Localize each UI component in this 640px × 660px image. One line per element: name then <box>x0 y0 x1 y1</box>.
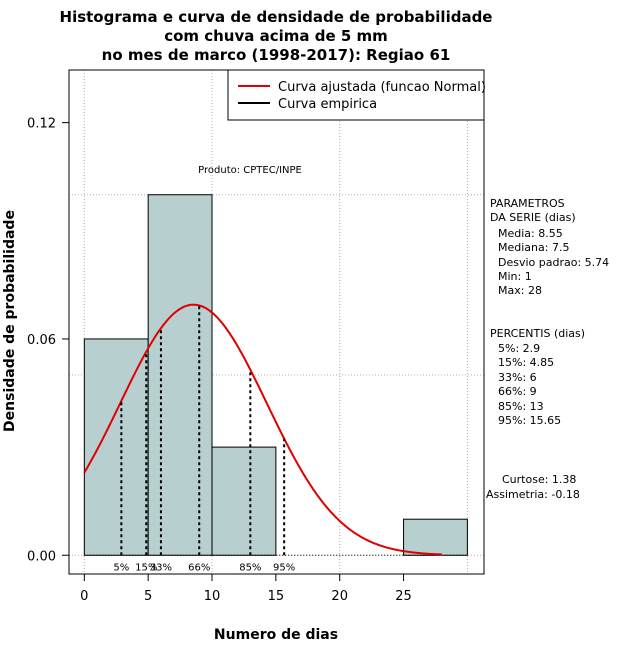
histogram-bar-5 <box>403 518 468 556</box>
x-tick-label-5: 25 <box>395 589 412 604</box>
legend-box <box>227 69 485 121</box>
histogram-bar-1 <box>147 194 213 556</box>
title-line-2: com chuva acima de 5 mm <box>164 27 388 45</box>
legend-label-empirical: Curva empirica <box>278 97 377 112</box>
legend-label-fitted: Curva ajustada (funcao Normal) <box>278 80 486 95</box>
percentile-label-1: 15% <box>135 562 157 573</box>
y-axis: 0.00 0.06 0.12 <box>27 117 70 564</box>
percentil-15: 15%: 4.85 <box>498 356 554 369</box>
histogram-bar-2 <box>211 446 277 556</box>
percentile-labels: 5% 15%33% 66% 85% 95% <box>113 562 295 573</box>
chart-title: Histograma e curva de densidade de proba… <box>60 8 493 64</box>
percentile-label-2: 33% <box>150 562 172 573</box>
title-line-1: Histograma e curva de densidade de proba… <box>60 8 493 26</box>
product-label: Produto: CPTEC/INPE <box>198 165 302 176</box>
x-tick-label-2: 10 <box>204 589 221 604</box>
legend: Curva ajustada (funcao Normal) Curva emp… <box>227 69 486 121</box>
param-desvio: Desvio padrao: 5.74 <box>498 256 609 269</box>
x-tick-label-1: 5 <box>144 589 152 604</box>
percentile-label-0: 5% <box>113 562 129 573</box>
x-tick-label-0: 0 <box>80 589 88 604</box>
title-line-3: no mes de marco (1998-2017): Regiao 61 <box>102 46 451 64</box>
assimetria: Assimetria: -0.18 <box>486 488 580 501</box>
params-title-2: DA SERIE (dias) <box>490 211 576 224</box>
x-axis: 0 5 10 15 20 25 <box>80 573 412 604</box>
x-tick-label-3: 15 <box>268 589 285 604</box>
param-mediana: Mediana: 7.5 <box>498 241 569 254</box>
y-tick-label-2: 0.12 <box>27 117 56 132</box>
y-axis-label: Densidade de probabilidade <box>2 210 18 432</box>
percentil-66: 66%: 9 <box>498 385 537 398</box>
statistics-panel: PARAMETROS DA SERIE (dias) Media: 8.55 M… <box>486 197 609 501</box>
percentile-label-4: 85% <box>239 562 261 573</box>
y-tick-label-1: 0.06 <box>27 333 56 348</box>
histogram-bar-0 <box>83 338 149 556</box>
percentile-label-3: 66% <box>188 562 210 573</box>
y-tick-label-0: 0.00 <box>27 549 56 564</box>
param-min: Min: 1 <box>498 270 532 283</box>
percentis-title: PERCENTIS (dias) <box>490 327 585 340</box>
percentil-5: 5%: 2.9 <box>498 342 540 355</box>
percentil-85: 85%: 13 <box>498 400 544 413</box>
percentil-33: 33%: 6 <box>498 371 537 384</box>
x-axis-label: Numero de dias <box>214 627 338 643</box>
param-max: Max: 28 <box>498 284 542 297</box>
param-media: Media: 8.55 <box>498 227 563 240</box>
normal-density-curve <box>83 303 442 556</box>
x-tick-label-4: 20 <box>331 589 348 604</box>
percentile-lines <box>120 305 286 556</box>
percentil-95: 95%: 15.65 <box>498 414 561 427</box>
curtose: Curtose: 1.38 <box>502 473 576 486</box>
percentile-label-5: 95% <box>273 562 295 573</box>
histogram-bars <box>83 194 468 556</box>
params-title-1: PARAMETROS <box>490 197 565 210</box>
